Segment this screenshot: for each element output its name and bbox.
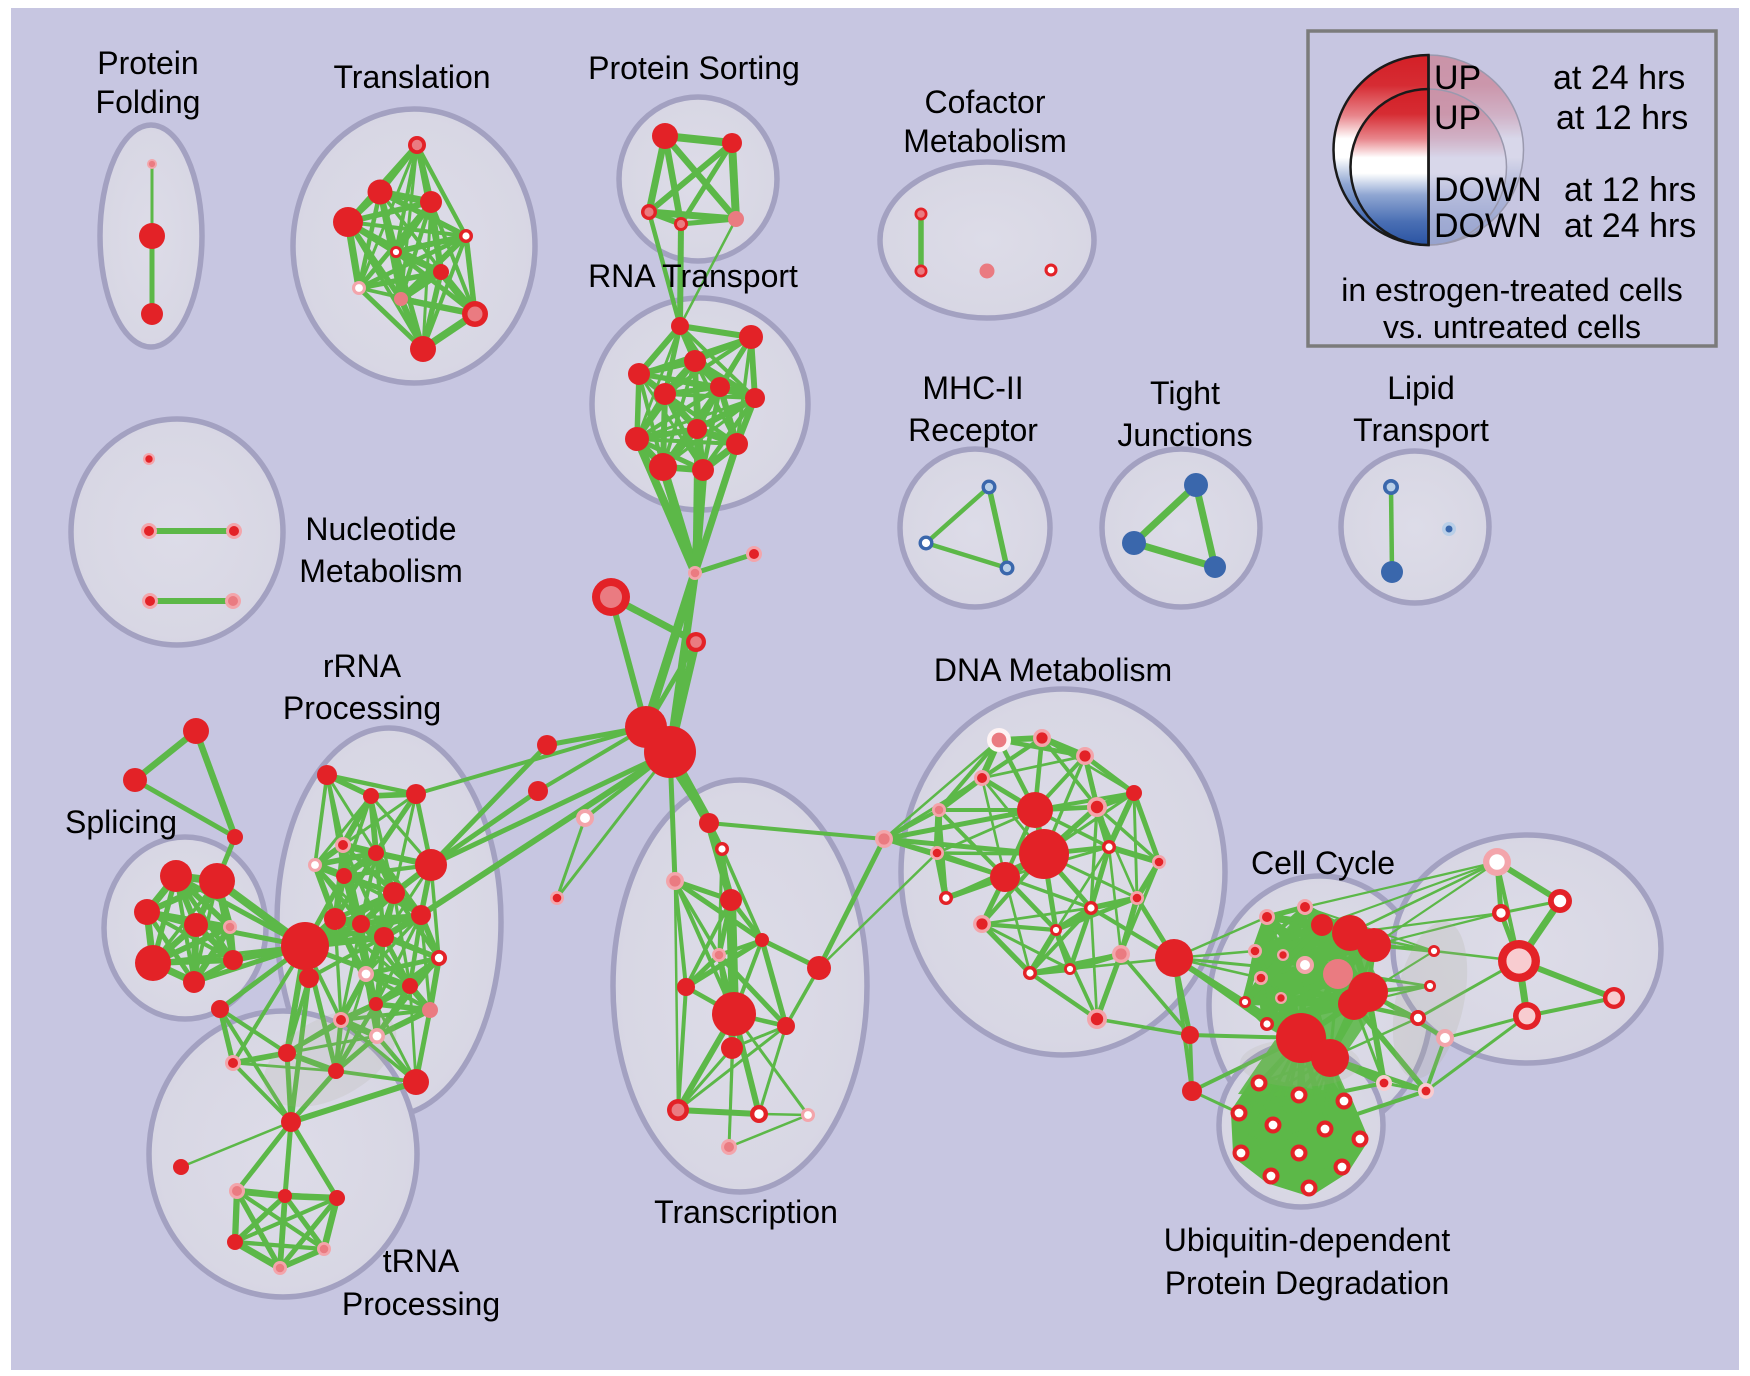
- svg-text:Cell Cycle: Cell Cycle: [1251, 845, 1395, 881]
- svg-text:Protein Sorting: Protein Sorting: [588, 50, 800, 86]
- svg-text:Tight: Tight: [1150, 375, 1220, 411]
- svg-text:Folding: Folding: [96, 84, 201, 120]
- svg-text:Transport: Transport: [1353, 412, 1489, 448]
- svg-text:at 24 hrs: at 24 hrs: [1553, 59, 1685, 97]
- svg-text:RNA Transport: RNA Transport: [588, 258, 798, 294]
- svg-text:DOWN: DOWN: [1434, 207, 1542, 245]
- svg-text:Transcription: Transcription: [654, 1194, 838, 1230]
- svg-text:rRNA: rRNA: [323, 648, 402, 684]
- svg-text:Metabolism: Metabolism: [903, 123, 1067, 159]
- svg-text:in estrogen-treated cells: in estrogen-treated cells: [1341, 272, 1683, 308]
- svg-text:UP: UP: [1434, 99, 1481, 137]
- svg-text:Junctions: Junctions: [1117, 417, 1252, 453]
- svg-text:tRNA: tRNA: [383, 1243, 460, 1279]
- svg-text:Metabolism: Metabolism: [299, 553, 463, 589]
- svg-text:Ubiquitin-dependent: Ubiquitin-dependent: [1164, 1222, 1451, 1258]
- svg-text:Receptor: Receptor: [908, 412, 1038, 448]
- svg-text:Protein: Protein: [97, 45, 198, 81]
- svg-text:Protein Degradation: Protein Degradation: [1165, 1265, 1450, 1301]
- svg-text:Cofactor: Cofactor: [925, 84, 1046, 120]
- svg-text:DNA Metabolism: DNA Metabolism: [934, 652, 1172, 688]
- svg-text:Nucleotide: Nucleotide: [305, 511, 456, 547]
- svg-text:Processing: Processing: [342, 1286, 500, 1322]
- svg-text:at 12 hrs: at 12 hrs: [1556, 99, 1688, 137]
- svg-text:Lipid: Lipid: [1387, 370, 1455, 406]
- svg-text:UP: UP: [1434, 59, 1481, 97]
- svg-text:Translation: Translation: [333, 59, 490, 95]
- svg-text:at 12 hrs: at 12 hrs: [1564, 171, 1696, 209]
- svg-text:DOWN: DOWN: [1434, 171, 1542, 209]
- svg-text:Processing: Processing: [283, 690, 441, 726]
- svg-text:vs. untreated cells: vs. untreated cells: [1383, 309, 1641, 345]
- svg-text:at 24 hrs: at 24 hrs: [1564, 207, 1696, 245]
- svg-text:Splicing: Splicing: [65, 804, 177, 840]
- svg-text:MHC-II: MHC-II: [922, 370, 1023, 406]
